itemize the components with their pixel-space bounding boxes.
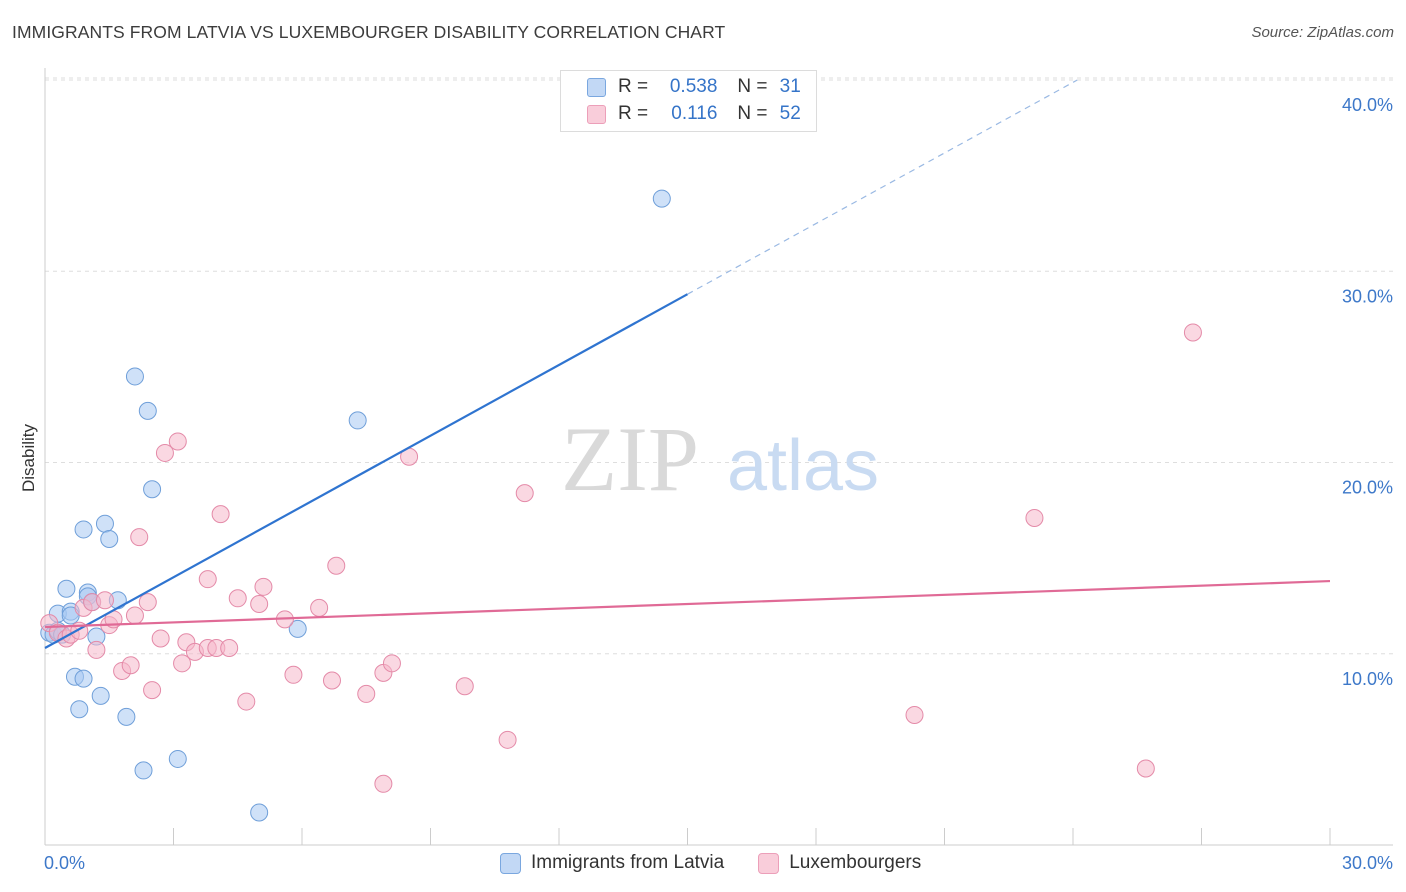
luxembourger-point bbox=[515, 484, 534, 503]
axis-labels: 10.0% 20.0% 30.0% 40.0% 0.0% 30.0% Disability bbox=[19, 95, 1393, 873]
latvia-point bbox=[168, 749, 187, 768]
latvia-point bbox=[91, 686, 110, 705]
data-points bbox=[40, 189, 1202, 822]
watermark-zip: ZIP bbox=[561, 408, 699, 510]
luxembourger-point bbox=[1183, 323, 1202, 342]
luxembourger-point bbox=[130, 528, 149, 547]
luxembourger-point bbox=[138, 593, 157, 612]
x-tick-label: 0.0% bbox=[44, 853, 85, 873]
latvia-point bbox=[138, 401, 157, 420]
latvia-point bbox=[70, 700, 89, 719]
luxembourger-point bbox=[1136, 759, 1155, 778]
latvia-point bbox=[95, 514, 114, 533]
luxembourgers-swatch bbox=[587, 104, 606, 124]
watermark-atlas: atlas bbox=[727, 426, 879, 506]
latvia-point bbox=[143, 480, 162, 499]
latvia-point bbox=[57, 579, 76, 598]
latvia-point bbox=[134, 761, 153, 780]
latvia-point bbox=[348, 411, 367, 430]
luxembourger-point bbox=[198, 570, 217, 589]
luxembourger-point bbox=[382, 654, 401, 673]
luxembourger-point bbox=[143, 681, 162, 700]
n-value: 52 bbox=[779, 103, 801, 124]
luxembourger-point bbox=[87, 640, 106, 659]
luxembourger-point bbox=[237, 692, 256, 711]
latvia-swatch bbox=[587, 77, 606, 97]
luxembourger-point bbox=[322, 671, 341, 690]
legend-label: Luxembourgers bbox=[789, 852, 922, 873]
y-tick-label: 10.0% bbox=[1342, 669, 1393, 689]
luxembourger-point bbox=[211, 505, 230, 524]
latvia-swatch bbox=[500, 852, 521, 874]
legend-row-luxembourgers: R = 0.116 N = 52 bbox=[587, 102, 801, 126]
latvia-trend-line bbox=[44, 293, 689, 649]
luxembourger-point bbox=[173, 654, 192, 673]
luxembourger-trend-line bbox=[44, 579, 1331, 629]
luxembourger-point bbox=[250, 595, 269, 614]
luxembourger-point bbox=[905, 705, 924, 724]
y-axis-label: Disability bbox=[19, 423, 38, 492]
legend-label: Immigrants from Latvia bbox=[531, 852, 725, 873]
r-label: R = bbox=[618, 103, 649, 124]
n-label: N = bbox=[737, 103, 768, 124]
luxembourgers-swatch bbox=[758, 852, 780, 874]
latvia-point bbox=[250, 803, 269, 822]
legend-item-latvia[interactable]: Immigrants from Latvia bbox=[500, 852, 724, 874]
r-value: 0.538 bbox=[669, 76, 718, 97]
latvia-point bbox=[117, 707, 136, 726]
latvia-point bbox=[74, 669, 93, 688]
luxembourger-point bbox=[155, 443, 174, 462]
luxembourger-point bbox=[284, 665, 303, 684]
axes bbox=[44, 68, 1393, 846]
luxembourger-point bbox=[357, 684, 376, 703]
latvia-point bbox=[125, 367, 144, 386]
luxembourger-point bbox=[498, 730, 517, 749]
latvia-trend-extension bbox=[687, 79, 1078, 295]
latvia-point bbox=[288, 619, 307, 638]
y-tick-label: 30.0% bbox=[1342, 286, 1393, 306]
luxembourger-point bbox=[220, 639, 239, 658]
luxembourger-point bbox=[310, 598, 329, 617]
latvia-point bbox=[652, 189, 671, 208]
luxembourger-point bbox=[327, 556, 346, 575]
luxembourger-point bbox=[254, 577, 273, 596]
luxembourger-point bbox=[374, 774, 393, 793]
r-label: R = bbox=[618, 76, 649, 97]
luxembourger-point bbox=[121, 656, 140, 675]
stats-legend: R = 0.538 N = 31 R = 0.116 N = 52 bbox=[560, 70, 817, 132]
r-value: 0.116 bbox=[671, 103, 718, 124]
luxembourger-point bbox=[1025, 508, 1044, 527]
legend-row-latvia: R = 0.538 N = 31 bbox=[587, 75, 801, 99]
legend-item-luxembourgers[interactable]: Luxembourgers bbox=[758, 852, 921, 874]
luxembourger-point bbox=[228, 589, 247, 608]
luxembourger-point bbox=[168, 432, 187, 451]
luxembourger-point bbox=[95, 591, 114, 610]
luxembourger-point bbox=[151, 629, 170, 648]
n-value: 31 bbox=[779, 76, 801, 97]
y-tick-label: 40.0% bbox=[1342, 95, 1393, 115]
gridlines bbox=[45, 77, 1393, 655]
y-tick-label: 20.0% bbox=[1342, 478, 1393, 498]
n-label: N = bbox=[737, 76, 768, 97]
x-tick-label: 30.0% bbox=[1342, 853, 1393, 873]
source-label[interactable]: Source: ZipAtlas.com bbox=[1251, 24, 1394, 41]
latvia-point bbox=[100, 530, 119, 548]
series-legend: Immigrants from Latvia Luxembourgers bbox=[500, 852, 955, 874]
latvia-point bbox=[74, 520, 93, 539]
chart-title: IMMIGRANTS FROM LATVIA VS LUXEMBOURGER D… bbox=[12, 22, 726, 42]
luxembourger-point bbox=[455, 677, 474, 696]
luxembourger-point bbox=[125, 606, 144, 625]
trend-lines bbox=[44, 79, 1331, 649]
